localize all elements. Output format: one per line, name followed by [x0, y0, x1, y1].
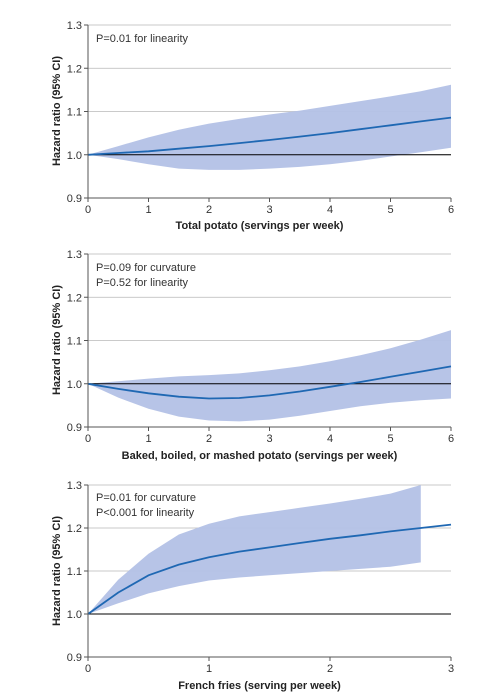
chart-panel-1: 0.9 1.0 1.1 1.2 1.3 0 1 2 3 4 5 6 Total potato (serv… [51, 20, 454, 232]
x-tick-label: 1 [206, 663, 212, 675]
p-value-annotation: P=0.52 for linearity [96, 277, 189, 289]
x-tick-label: 5 [387, 204, 393, 216]
y-tick-label: 0.9 [67, 193, 82, 205]
y-tick-label: 1.2 [67, 523, 82, 535]
hazard-ratio-line [87, 523, 452, 615]
y-tick-label: 1.1 [67, 566, 82, 578]
x-tick-label: 0 [85, 433, 91, 445]
x-tick-label: 2 [327, 663, 333, 675]
p-value-annotation: P=0.01 for curvature [96, 492, 196, 504]
y-tick-label: 1.0 [67, 150, 82, 162]
y-tick-label: 1.0 [67, 379, 82, 391]
y-tick-label: 1.1 [67, 336, 82, 348]
y-tick-label: 1.3 [67, 20, 82, 32]
x-tick-label: 0 [85, 663, 91, 675]
x-tick-label: 0 [85, 204, 91, 216]
x-tick-label: 1 [145, 204, 151, 216]
y-axis-title: Hazard ratio (95% CI) [51, 516, 63, 626]
x-tick-label: 1 [145, 433, 151, 445]
y-axis-title: Hazard ratio (95% CI) [51, 285, 63, 395]
x-tick-label: 3 [266, 204, 272, 216]
y-tick-label: 1.3 [67, 249, 82, 261]
x-tick-label: 2 [206, 204, 212, 216]
x-axis-title: French fries (serving per week) [178, 680, 341, 692]
x-axis-title: Baked, boiled, or mashed potato (serving… [122, 450, 398, 462]
y-tick-label: 1.2 [67, 292, 82, 304]
x-tick-label: 2 [206, 433, 212, 445]
chart-panel-2: 0.9 1.0 1.1 1.2 1.3 0 1 2 3 4 5 6 Baked, boiled, or … [51, 249, 454, 462]
hazard-ratio-line [87, 116, 452, 156]
hazard-ratio-line [87, 365, 452, 400]
x-tick-label: 3 [266, 433, 272, 445]
x-tick-label: 6 [448, 433, 454, 445]
y-tick-label: 1.3 [67, 480, 82, 492]
x-tick-label: 5 [387, 433, 393, 445]
x-tick-label: 4 [327, 204, 333, 216]
p-value-annotation: P=0.01 for linearity [96, 33, 189, 45]
chart-panel-3: 0.9 1.0 1.1 1.2 1.3 0 1 2 3 French fries (serving… [51, 480, 454, 692]
y-tick-label: 1.1 [67, 107, 82, 119]
y-tick-label: 1.0 [67, 609, 82, 621]
confidence-band [88, 84, 451, 170]
p-value-annotation: P=0.09 for curvature [96, 262, 196, 274]
x-axis-title: Total potato (servings per week) [176, 220, 344, 232]
y-tick-label: 0.9 [67, 422, 82, 434]
y-axis-title: Hazard ratio (95% CI) [51, 56, 63, 166]
y-tick-label: 0.9 [67, 652, 82, 664]
confidence-band [88, 330, 451, 422]
p-value-annotation: P<0.001 for linearity [96, 507, 195, 519]
x-tick-label: 3 [448, 663, 454, 675]
x-tick-label: 6 [448, 204, 454, 216]
x-tick-label: 4 [327, 433, 333, 445]
y-tick-label: 1.2 [67, 63, 82, 75]
